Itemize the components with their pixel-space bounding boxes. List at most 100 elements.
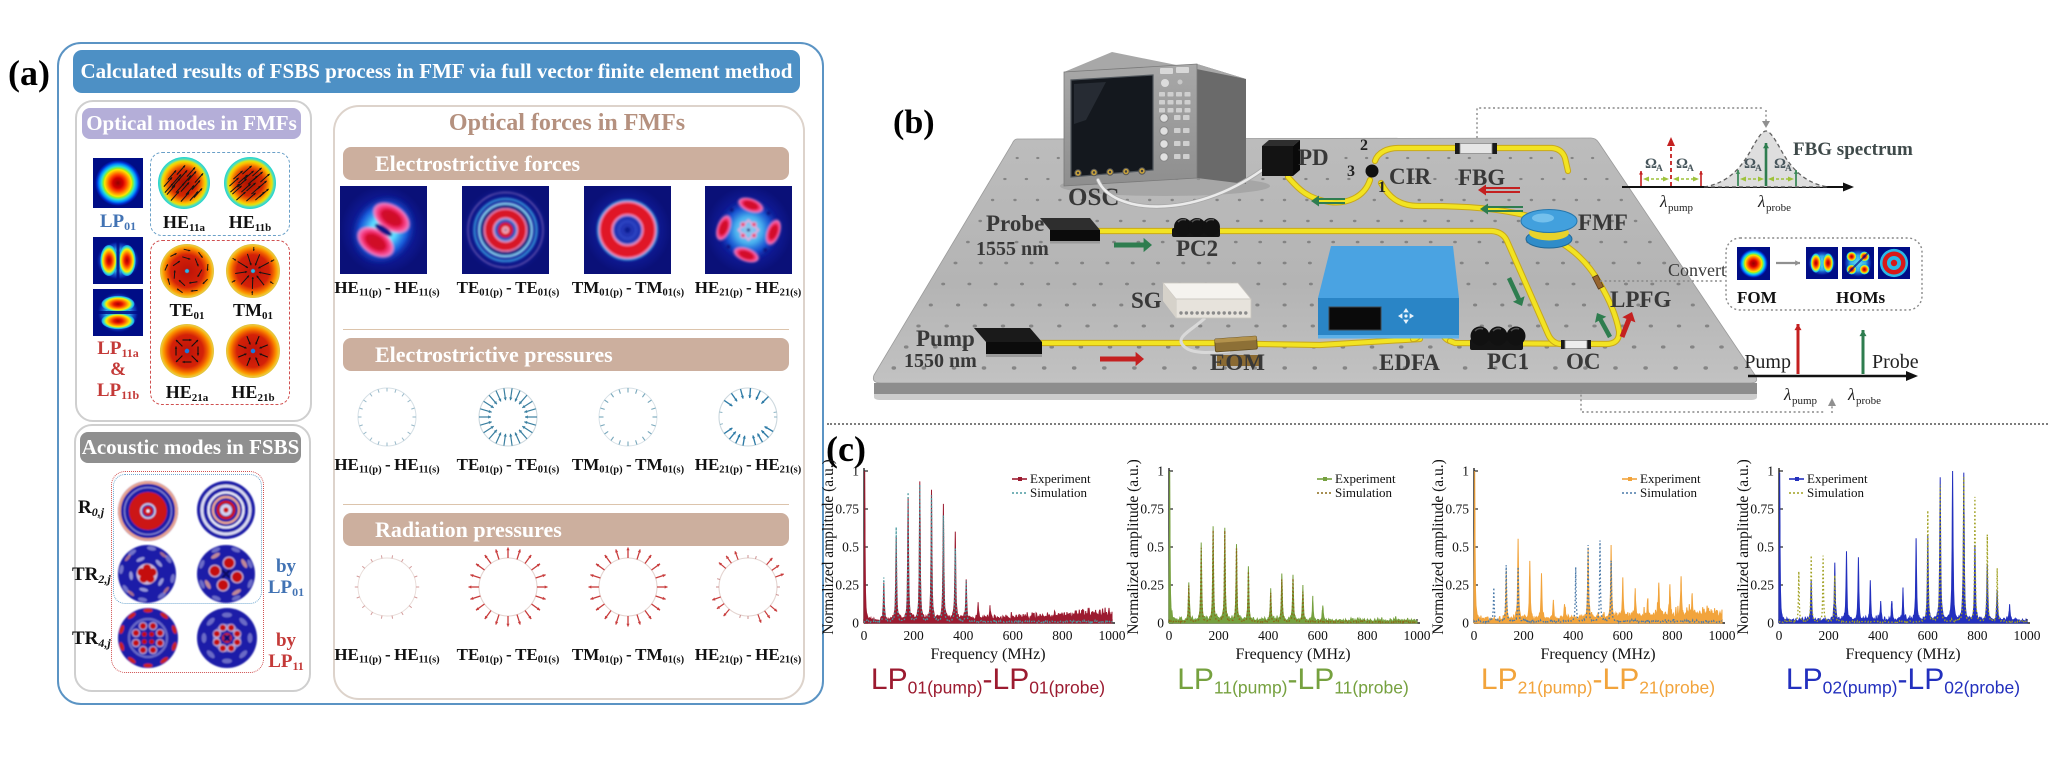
svg-text:600: 600 (1918, 628, 1939, 643)
svg-text:800: 800 (1967, 628, 1988, 643)
svg-text:Ω: Ω (1676, 156, 1688, 172)
svg-text:0.25: 0.25 (1750, 578, 1774, 593)
svg-text:800: 800 (1357, 628, 1378, 643)
svg-text:PC1: PC1 (1487, 349, 1529, 374)
svg-text:1: 1 (1378, 179, 1386, 196)
svg-text:λ: λ (1847, 385, 1855, 404)
svg-text:Ω: Ω (1645, 156, 1657, 172)
svg-text:600: 600 (1308, 628, 1329, 643)
svg-text:0: 0 (1462, 616, 1469, 631)
svg-text:Ω: Ω (1744, 156, 1756, 172)
svg-text:1000: 1000 (2014, 628, 2041, 643)
svg-text:1550 nm: 1550 nm (904, 350, 977, 372)
svg-text:0.25: 0.25 (1445, 578, 1469, 593)
svg-text:Experiment: Experiment (1335, 471, 1396, 486)
svg-text:0.75: 0.75 (1140, 502, 1164, 517)
svg-text:0.5: 0.5 (1757, 540, 1774, 555)
svg-text:800: 800 (1662, 628, 1683, 643)
svg-text:Frequency (MHz): Frequency (MHz) (1540, 646, 1655, 663)
svg-text:Normalized amplitude (a.u.): Normalized amplitude (a.u.) (1430, 460, 1447, 635)
svg-text:pump: pump (1792, 395, 1818, 407)
svg-text:Simulation: Simulation (1807, 485, 1865, 500)
svg-text:0: 0 (1157, 616, 1164, 631)
svg-text:400: 400 (1258, 628, 1279, 643)
svg-text:A: A (1785, 164, 1792, 174)
svg-text:0.5: 0.5 (1452, 540, 1469, 555)
svg-text:Frequency (MHz): Frequency (MHz) (1845, 646, 1960, 663)
svg-text:Simulation: Simulation (1335, 485, 1393, 500)
svg-text:0.75: 0.75 (835, 502, 859, 517)
svg-text:2: 2 (1360, 137, 1368, 154)
svg-text:1555 nm: 1555 nm (976, 238, 1049, 260)
svg-text:0.75: 0.75 (1445, 502, 1469, 517)
svg-text:Pump: Pump (916, 326, 975, 351)
svg-text:1: 1 (1462, 464, 1469, 479)
svg-text:LPFG: LPFG (1610, 287, 1671, 312)
svg-text:Normalized amplitude (a.u.): Normalized amplitude (a.u.) (820, 460, 837, 635)
svg-text:3: 3 (1347, 163, 1355, 180)
svg-text:CIR: CIR (1389, 164, 1432, 189)
svg-text:0: 0 (852, 616, 859, 631)
svg-text:λ: λ (1757, 192, 1765, 211)
svg-text:SG: SG (1131, 288, 1162, 313)
svg-text:0.5: 0.5 (842, 540, 859, 555)
svg-text:FOM: FOM (1737, 288, 1777, 307)
svg-text:(b): (b) (893, 104, 935, 141)
svg-text:Pump: Pump (1744, 351, 1791, 373)
svg-text:1: 1 (1157, 464, 1164, 479)
svg-text:400: 400 (1868, 628, 1889, 643)
svg-text:Frequency (MHz): Frequency (MHz) (1235, 646, 1350, 663)
svg-text:0.25: 0.25 (1140, 578, 1164, 593)
svg-text:Normalized amplitude (a.u.): Normalized amplitude (a.u.) (1125, 460, 1142, 635)
svg-text:Normalized amplitude (a.u.): Normalized amplitude (a.u.) (1735, 460, 1752, 635)
svg-text:HOMs: HOMs (1836, 288, 1885, 307)
svg-text:A: A (1687, 164, 1694, 174)
svg-text:0: 0 (1776, 628, 1783, 643)
svg-text:0.25: 0.25 (835, 578, 859, 593)
svg-text:0: 0 (861, 628, 868, 643)
svg-text:Ω: Ω (1774, 156, 1786, 172)
svg-text:400: 400 (1563, 628, 1584, 643)
svg-text:200: 200 (1208, 628, 1229, 643)
svg-text:probe: probe (1766, 202, 1791, 214)
svg-text:200: 200 (903, 628, 924, 643)
svg-text:Experiment: Experiment (1030, 471, 1091, 486)
svg-text:600: 600 (1003, 628, 1024, 643)
svg-text:1000: 1000 (1709, 628, 1736, 643)
svg-text:Experiment: Experiment (1807, 471, 1868, 486)
svg-text:200: 200 (1818, 628, 1839, 643)
svg-text:Simulation: Simulation (1640, 485, 1698, 500)
svg-text:0.5: 0.5 (1147, 540, 1164, 555)
svg-text:600: 600 (1613, 628, 1634, 643)
svg-text:Probe: Probe (1872, 351, 1919, 373)
svg-text:A: A (1656, 164, 1663, 174)
svg-text:1: 1 (1767, 464, 1774, 479)
svg-text:Simulation: Simulation (1030, 485, 1088, 500)
svg-text:A: A (1755, 164, 1762, 174)
svg-text:Probe: Probe (986, 211, 1044, 236)
svg-text:1000: 1000 (1099, 628, 1126, 643)
svg-text:λ: λ (1659, 192, 1667, 211)
svg-text:FBG: FBG (1458, 165, 1505, 190)
svg-text:EDFA: EDFA (1379, 350, 1440, 375)
svg-text:0: 0 (1767, 616, 1774, 631)
svg-text:Experiment: Experiment (1640, 471, 1701, 486)
svg-text:FBG spectrum: FBG spectrum (1793, 139, 1913, 160)
svg-text:0: 0 (1166, 628, 1173, 643)
svg-text:1: 1 (852, 464, 859, 479)
svg-text:Frequency (MHz): Frequency (MHz) (930, 646, 1045, 663)
svg-text:PD: PD (1298, 145, 1329, 170)
svg-text:400: 400 (953, 628, 974, 643)
svg-text:pump: pump (1668, 202, 1694, 214)
svg-text:EOM: EOM (1210, 350, 1265, 375)
svg-text:OC: OC (1566, 349, 1601, 374)
svg-text:FMF: FMF (1578, 210, 1628, 235)
svg-text:probe: probe (1856, 395, 1881, 407)
svg-text:0.75: 0.75 (1750, 502, 1774, 517)
svg-text:PC2: PC2 (1176, 236, 1218, 261)
svg-text:1000: 1000 (1404, 628, 1431, 643)
svg-text:Convert: Convert (1668, 260, 1726, 280)
svg-text:0: 0 (1471, 628, 1478, 643)
svg-text:λ: λ (1783, 385, 1791, 404)
svg-text:200: 200 (1513, 628, 1534, 643)
